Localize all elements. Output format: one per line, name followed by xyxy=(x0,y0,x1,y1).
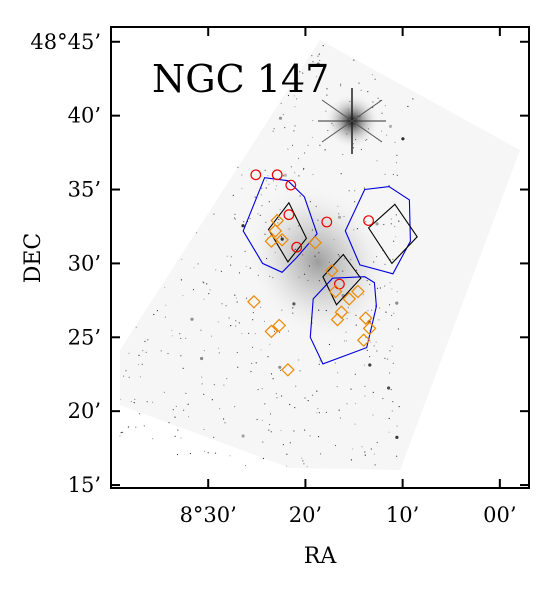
red-circle-1 xyxy=(271,169,283,181)
markers-layer xyxy=(247,169,377,377)
orange-diamond-16 xyxy=(264,324,279,339)
plot-frame xyxy=(110,26,530,489)
black-field-5 xyxy=(322,253,362,306)
x-tick-label-2: 10’ xyxy=(386,503,419,527)
black-field-4 xyxy=(367,203,418,265)
blue-field-1 xyxy=(344,186,411,275)
red-circle-2 xyxy=(285,179,297,191)
footprints-layer xyxy=(242,177,418,365)
orange-diamond-12 xyxy=(358,311,373,325)
orange-diamond-13 xyxy=(362,321,377,336)
blue-field-0 xyxy=(242,177,318,273)
orange-diamond-6 xyxy=(247,294,261,309)
black-field-3 xyxy=(267,201,308,263)
chart-title: NGC 147 xyxy=(152,57,329,101)
y-tick-label-3: 30’ xyxy=(68,251,101,275)
orange-diamond-17 xyxy=(281,362,295,377)
orange-diamond-2 xyxy=(264,234,279,249)
orange-diamond-15 xyxy=(272,318,287,333)
x-axis-label: RA xyxy=(304,544,338,569)
y-tick-label-1: 40’ xyxy=(68,104,101,128)
x-tick-label-0: 8°30’ xyxy=(180,503,237,527)
y-tick-label-5: 20’ xyxy=(68,399,101,423)
orange-diamond-3 xyxy=(275,232,289,247)
y-tick-label-4: 25’ xyxy=(68,325,101,349)
field-image xyxy=(119,40,520,470)
red-circle-4 xyxy=(291,241,303,253)
orange-diamond-14 xyxy=(356,333,371,348)
y-axis-label: DEC xyxy=(21,233,46,284)
red-circle-0 xyxy=(250,169,262,181)
y-tick-label-2: 35’ xyxy=(68,178,101,202)
orange-diamond-9 xyxy=(351,284,365,299)
galaxy-glow xyxy=(242,181,394,343)
orange-diamond-4 xyxy=(308,235,322,250)
x-tick-label-3: 00’ xyxy=(483,503,516,527)
orange-diamond-7 xyxy=(328,284,343,299)
blue-field-2 xyxy=(309,276,377,365)
red-circle-5 xyxy=(321,216,333,228)
red-circle-3 xyxy=(283,209,295,221)
x-tick-label-1: 20’ xyxy=(289,503,322,527)
orange-diamond-1 xyxy=(268,224,283,238)
orange-diamond-11 xyxy=(330,312,345,327)
ticks-layer: 8°30’ 20’ 10’ 00’ 48°45’ 40’ 35’ 30’ 25’ 20’ 15’ xyxy=(30,27,529,527)
bright-star xyxy=(318,88,386,154)
orange-diamond-5 xyxy=(324,263,339,278)
red-circle-6 xyxy=(363,215,375,227)
orange-diamond-8 xyxy=(342,292,357,306)
y-tick-label-6: 15’ xyxy=(68,473,101,497)
y-tick-label-0: 48°45’ xyxy=(30,30,101,54)
